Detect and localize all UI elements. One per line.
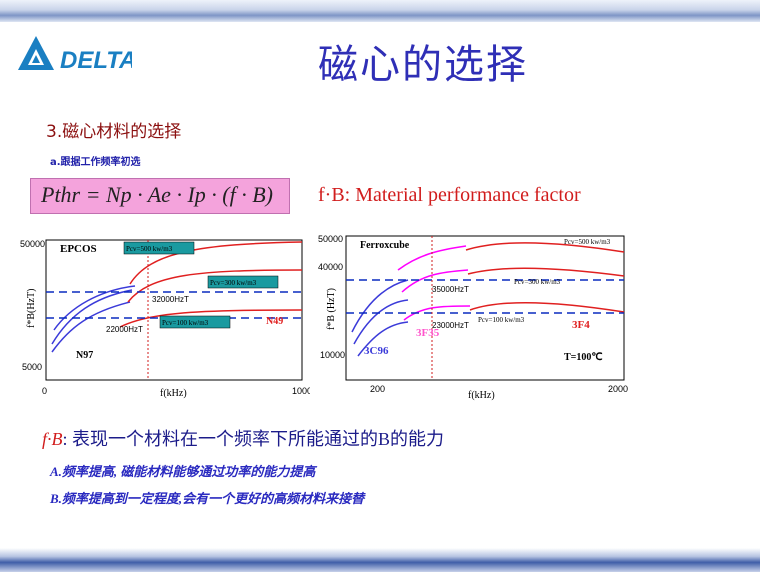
ferro-xtick-2000: 2000 xyxy=(608,384,628,394)
epcos-ytick-bottom: 5000 xyxy=(22,362,42,372)
3f4-curve-1 xyxy=(465,241,625,253)
bullet-a: A.频率提高, 磁能材料能够通过功率的能力提高 xyxy=(50,464,316,479)
n49-label: N49 xyxy=(266,316,283,327)
epcos-pcv300-box xyxy=(207,275,279,289)
fb-explanation-text: : 表现一个材料在一个频率下所能通过的B的能力 xyxy=(62,429,445,449)
delta-logo: DELTA xyxy=(18,36,132,74)
slide-title: 磁心的选择 xyxy=(318,42,528,88)
3c96-label: 3C96 xyxy=(364,345,389,357)
logo-text: DELTA xyxy=(60,47,132,74)
3f35-curve-2 xyxy=(401,269,469,293)
3f4-curve-2 xyxy=(467,267,625,277)
3f35-curve-3 xyxy=(403,305,471,321)
3f4-label: 3F4 xyxy=(572,319,590,331)
epcos-pcv100-box xyxy=(159,315,231,329)
3f4-curve-3 xyxy=(469,301,625,313)
ferro-title: Ferroxcube xyxy=(360,240,410,251)
epcos-22000-label: 22000HzT xyxy=(106,325,143,334)
ferro-ytick-10000: 10000 xyxy=(320,350,345,360)
3f35-curve-1 xyxy=(397,245,467,271)
epcos-ytick-top: 50000 xyxy=(20,239,45,249)
ferro-ylabel: f*B (HzT) xyxy=(326,288,337,330)
bottom-decor-band xyxy=(0,548,760,572)
section-heading: 3.磁心材料的选择 xyxy=(46,122,182,142)
subsection-heading: a.跟据工作频率初选 xyxy=(50,157,141,168)
epcos-ylabel: f*B(HzT) xyxy=(26,289,37,328)
ferro-pcv100-label: Pcv=100 kw/m3 xyxy=(478,316,525,324)
fb-explanation: f·B: 表现一个材料在一个频率下所能通过的B的能力 xyxy=(42,425,444,451)
fb-description: f·B: Material performance factor xyxy=(318,184,581,206)
ferro-35000-label: 35000HzT xyxy=(432,285,469,294)
ferro-23000-label: 23000HzT xyxy=(432,321,469,330)
epcos-title: EPCOS xyxy=(60,243,97,255)
ferro-ytick-50000: 50000 xyxy=(318,234,343,244)
bullet-b: B.频率提高到一定程度,会有一个更好的高频材料来接替 xyxy=(50,491,365,506)
n97-curve-1 xyxy=(51,301,131,353)
n97-label: N97 xyxy=(76,350,93,361)
epcos-100-curve xyxy=(119,309,303,328)
epcos-xtick-0: 0 xyxy=(42,386,47,396)
epcos-32000-label: 32000HzT xyxy=(152,295,189,304)
3f35-label: 3F35 xyxy=(416,327,440,339)
ferro-ytick-40000: 40000 xyxy=(318,262,343,272)
3c96-curve-1 xyxy=(351,279,409,333)
delta-triangle-icon xyxy=(18,36,54,70)
ferro-xtick-200: 200 xyxy=(370,384,385,394)
ferro-pcv300-label: Pcv=300 kw/m3 xyxy=(514,278,561,286)
epcos-xtick-1000: 1000 xyxy=(292,386,310,396)
epcos-pcv300-label: Pcv=300 kw/m3 xyxy=(210,279,257,287)
epcos-pcv500-label: Pcv=500 kw/m3 xyxy=(126,245,173,253)
ferro-pcv500-label: Pcv=500 kw/m3 xyxy=(564,238,611,246)
ferroxcube-plot-frame xyxy=(345,235,625,381)
ferroxcube-chart: 50000 40000 10000 200 2000 f(kHz) f*B (H… xyxy=(318,234,628,401)
3c96-curve-3 xyxy=(357,321,409,357)
fb-symbol: f·B xyxy=(42,429,63,449)
formula-text: Pthr = Np · Ae · Ip · (f · B) xyxy=(41,182,273,207)
n97-curve-2 xyxy=(51,289,133,345)
temperature-label: T=100℃ xyxy=(564,352,603,363)
top-decor-band xyxy=(0,0,760,22)
epcos-chart: 50000 5000 0 1000 f(kHz) f*B(HzT) EPCOS … xyxy=(20,239,310,399)
formula-box: Pthr = Np · Ae · Ip · (f · B) xyxy=(30,178,290,214)
n97-curve-3 xyxy=(53,285,136,331)
3c96-curve-2 xyxy=(353,299,409,345)
epcos-pcv100-label: Pcv=100 kw/m3 xyxy=(162,319,209,327)
epcos-300-curve xyxy=(127,269,303,303)
ferro-xlabel: f(kHz) xyxy=(468,390,495,401)
epcos-xlabel: f(kHz) xyxy=(160,388,187,399)
epcos-pcv500-box xyxy=(123,241,195,255)
